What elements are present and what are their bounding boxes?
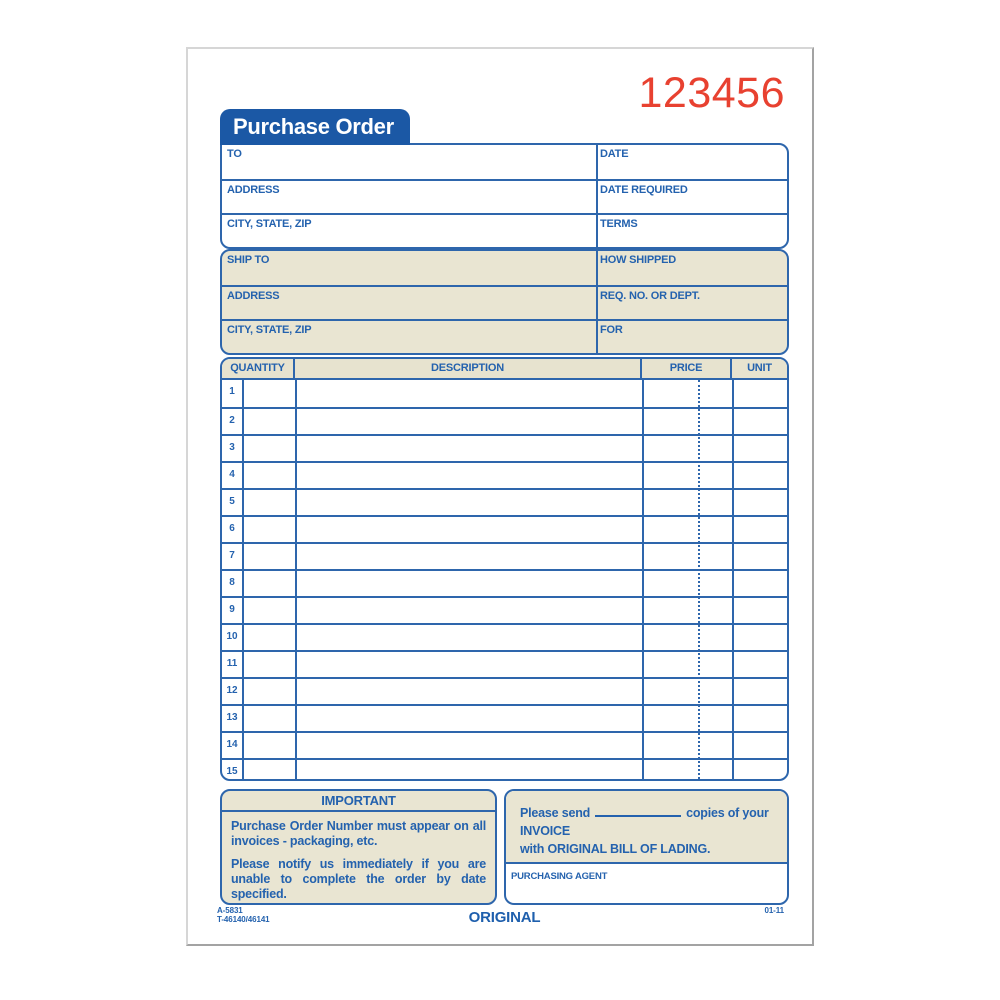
row-number: 7 bbox=[229, 550, 235, 561]
field-label: TO bbox=[227, 148, 242, 160]
important-paragraph: Please notify us immediately if you are … bbox=[231, 856, 486, 902]
row-number: 13 bbox=[226, 712, 238, 723]
field-label: CITY, STATE, ZIP bbox=[227, 218, 312, 230]
column-header-price: PRICE bbox=[642, 359, 732, 378]
field-label: DATE REQUIRED bbox=[600, 184, 688, 196]
purchasing-agent-label: PURCHASING AGENT bbox=[511, 871, 608, 882]
item-row: 1 bbox=[222, 380, 787, 407]
field-label: FOR bbox=[600, 324, 623, 336]
item-row: 15 bbox=[222, 758, 787, 779]
item-row: 6 bbox=[222, 515, 787, 542]
item-row: 14 bbox=[222, 731, 787, 758]
vendor-section: TO DATE ADDRESS DATE REQUIRED CITY, STATE, Z… bbox=[220, 143, 789, 249]
form-code-2: T-46140/46141 bbox=[217, 915, 270, 925]
row-number: 14 bbox=[226, 739, 238, 750]
row-number: 15 bbox=[226, 766, 238, 777]
column-divider bbox=[596, 251, 598, 353]
field-label: CITY, STATE, ZIP bbox=[227, 324, 312, 336]
page-title: Purchase Order bbox=[233, 114, 394, 139]
revision-code: 01-11 bbox=[764, 906, 784, 915]
purchase-order-form-sheet: 123456 Purchase Order TO DATE ADDRESS DATE … bbox=[186, 47, 814, 946]
section-row: CITY, STATE, ZIP TERMS bbox=[222, 213, 787, 247]
form-codes: A-5831 T-46140/46141 bbox=[217, 906, 270, 924]
items-table-header: QUANTITY DESCRIPTION PRICE UNIT bbox=[222, 359, 787, 380]
item-row: 4 bbox=[222, 461, 787, 488]
section-row: CITY, STATE, ZIP FOR bbox=[222, 319, 787, 353]
field-label: REQ. NO. OR DEPT. bbox=[600, 290, 700, 302]
copy-label: ORIGINAL bbox=[468, 909, 541, 926]
field-label: ADDRESS bbox=[227, 184, 280, 196]
column-divider bbox=[596, 145, 598, 247]
row-number: 6 bbox=[229, 523, 235, 534]
section-row: SHIP TO HOW SHIPPED bbox=[222, 251, 787, 285]
order-number: 123456 bbox=[638, 69, 785, 117]
field-label: HOW SHIPPED bbox=[600, 254, 677, 266]
row-number: 5 bbox=[229, 496, 235, 507]
important-notice-box: IMPORTANT Purchase Order Number must app… bbox=[220, 789, 497, 905]
row-number: 4 bbox=[229, 469, 235, 480]
copies-blank-line bbox=[595, 815, 682, 817]
section-row: ADDRESS DATE REQUIRED bbox=[222, 179, 787, 213]
rownum-column-divider bbox=[242, 380, 244, 779]
row-number: 2 bbox=[229, 415, 235, 426]
row-number: 8 bbox=[229, 577, 235, 588]
item-row: 11 bbox=[222, 650, 787, 677]
price-column-divider bbox=[732, 380, 734, 779]
important-title: IMPORTANT bbox=[222, 791, 495, 812]
row-number: 1 bbox=[229, 386, 235, 397]
invoice-note-suffix: copies of your INVOICE bbox=[520, 806, 769, 839]
ship-to-section: SHIP TO HOW SHIPPED ADDRESS REQ. NO. OR DEP… bbox=[220, 249, 789, 355]
field-label: ADDRESS bbox=[227, 290, 280, 302]
section-row: ADDRESS REQ. NO. OR DEPT. bbox=[222, 285, 787, 319]
form-code-1: A-5831 bbox=[217, 906, 243, 915]
row-number: 12 bbox=[226, 685, 238, 696]
column-header-quantity: QUANTITY bbox=[222, 359, 295, 378]
item-row: 2 bbox=[222, 407, 787, 434]
item-row: 10 bbox=[222, 623, 787, 650]
items-table-body: 1 2 3 4 5 6 7 8 9 10 11 12 13 14 15 bbox=[222, 380, 787, 779]
item-row: 3 bbox=[222, 434, 787, 461]
item-row: 13 bbox=[222, 704, 787, 731]
title-tab: Purchase Order bbox=[220, 109, 410, 145]
important-paragraph: Purchase Order Number must appear on all… bbox=[231, 819, 486, 849]
item-row: 8 bbox=[222, 569, 787, 596]
purchasing-agent-field: PURCHASING AGENT bbox=[506, 864, 787, 903]
item-row: 9 bbox=[222, 596, 787, 623]
field-label: SHIP TO bbox=[227, 254, 270, 266]
row-number: 3 bbox=[229, 442, 235, 453]
item-row: 12 bbox=[222, 677, 787, 704]
column-header-unit: UNIT bbox=[747, 362, 772, 374]
field-label: TERMS bbox=[600, 218, 638, 230]
quantity-column-divider bbox=[295, 380, 297, 779]
row-number: 9 bbox=[229, 604, 235, 615]
item-row: 7 bbox=[222, 542, 787, 569]
invoice-note-line2: with ORIGINAL BILL OF LADING. bbox=[520, 842, 711, 857]
row-number: 11 bbox=[226, 658, 238, 669]
invoice-note-prefix: Please send bbox=[520, 806, 591, 820]
description-column-divider bbox=[642, 380, 644, 779]
field-label: DATE bbox=[600, 148, 629, 160]
column-header-description: DESCRIPTION bbox=[295, 359, 642, 378]
invoice-instructions-box: Please send copies of your INVOICE with O… bbox=[504, 789, 789, 905]
invoice-note: Please send copies of your INVOICE with O… bbox=[506, 791, 787, 864]
item-row: 5 bbox=[222, 488, 787, 515]
row-number: 10 bbox=[226, 631, 238, 642]
price-decimal-dotted-line bbox=[698, 380, 700, 779]
section-row: TO DATE bbox=[222, 145, 787, 179]
